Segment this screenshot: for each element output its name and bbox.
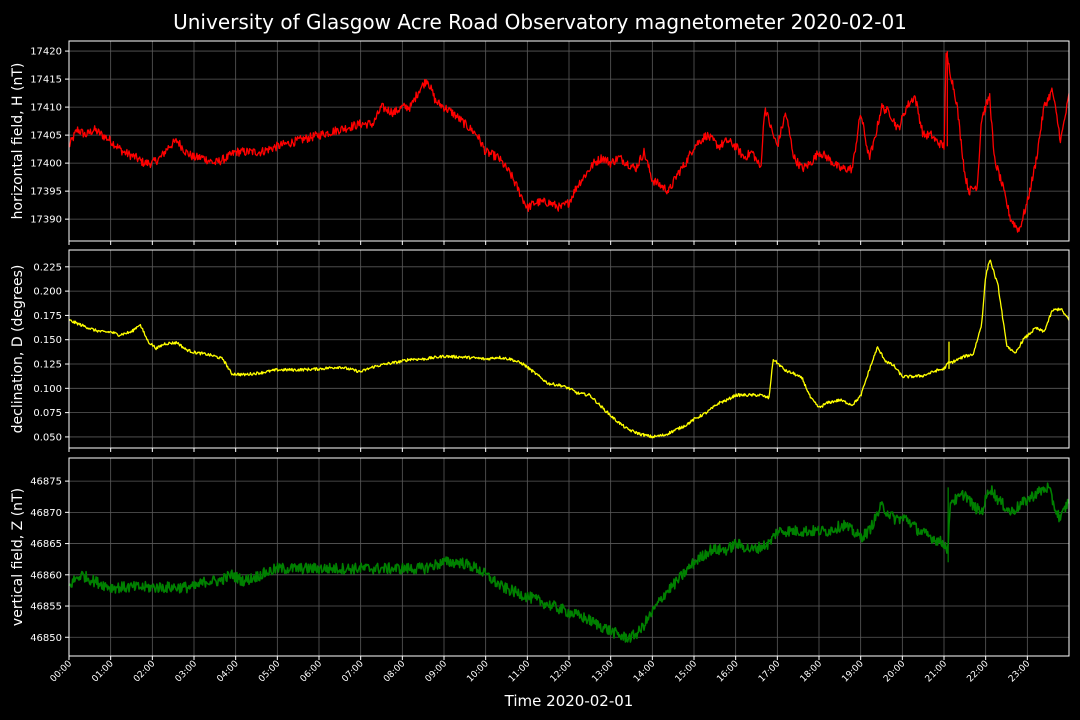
- y-tick-label: 46870: [30, 508, 62, 519]
- y-tick-label: 0.050: [33, 432, 62, 443]
- y-tick-label: 0.150: [33, 335, 62, 346]
- y-tick-label: 17415: [30, 75, 62, 86]
- x-tick-label: 11:00: [507, 659, 533, 685]
- plot-frame: [68, 249, 1070, 449]
- x-tick-label: 14:00: [632, 659, 658, 685]
- panel-1: 17390 17395 17400 17405 17410 17415 17420 horiz…: [10, 40, 1070, 245]
- x-tick-label: 02:00: [132, 659, 158, 685]
- y-axis-label: horizontal field, H (nT): [10, 63, 26, 220]
- x-tick-label: 08:00: [382, 659, 408, 685]
- y-tick-label: 0.200: [33, 287, 62, 298]
- x-tick-label: 10:00: [465, 659, 491, 685]
- y-tick-label: 46865: [30, 539, 62, 550]
- x-tick-label: 12:00: [549, 659, 575, 685]
- y-axis-label: declination, D (degrees): [10, 265, 26, 434]
- y-tick-label: 0.075: [33, 408, 62, 419]
- series-line: [68, 482, 1070, 643]
- x-tick-label: 07:00: [340, 659, 366, 685]
- x-tick-label: 16:00: [715, 659, 741, 685]
- y-tick-label: 0.100: [33, 384, 62, 395]
- x-tick-label: 01:00: [90, 659, 116, 685]
- y-tick-label: 0.175: [33, 311, 62, 322]
- x-tick-label: 03:00: [174, 659, 200, 685]
- x-tick-label: 06:00: [299, 659, 325, 685]
- y-axis-label: vertical field, Z (nT): [10, 488, 26, 626]
- x-tick-label: 15:00: [674, 659, 700, 685]
- x-tick-label: 19:00: [840, 659, 866, 685]
- x-tick-label: 18:00: [799, 659, 825, 685]
- y-tick-label: 17420: [30, 47, 62, 58]
- x-tick-label: 05:00: [257, 659, 283, 685]
- panel-3: 46850 46855 46860 46865 46870 46875 vertical f…: [10, 457, 1070, 685]
- x-tick-label: 21:00: [924, 659, 950, 685]
- series-line: [68, 259, 1070, 439]
- y-tick-label: 17410: [30, 103, 62, 114]
- x-tick-label: 20:00: [882, 659, 908, 685]
- panel-2: 0.050 0.075 0.100 0.125 0.150 0.175 0.200 0.225…: [10, 249, 1070, 452]
- y-tick-label: 17400: [30, 159, 62, 170]
- series-line: [68, 52, 1070, 233]
- plot-frame: [68, 457, 1070, 657]
- y-tick-label: 0.125: [33, 360, 62, 371]
- panels: 17390 17395 17400 17405 17410 17415 17420 horiz…: [10, 40, 1070, 685]
- plot-frame: [68, 40, 1070, 242]
- y-tick-label: 17395: [30, 187, 62, 198]
- chart-title: University of Glasgow Acre Road Observat…: [173, 10, 907, 34]
- x-tick-label: 00:00: [49, 659, 75, 685]
- x-axis-label: Time 2020-02-01: [504, 692, 634, 710]
- y-tick-label: 46850: [30, 633, 62, 644]
- x-tick-label: 23:00: [1007, 659, 1033, 685]
- x-tick-label: 17:00: [757, 659, 783, 685]
- y-tick-label: 46855: [30, 602, 62, 613]
- y-tick-label: 46860: [30, 570, 62, 581]
- y-tick-label: 46875: [30, 477, 62, 488]
- x-tick-label: 09:00: [424, 659, 450, 685]
- x-tick-label: 13:00: [590, 659, 616, 685]
- x-tick-label: 22:00: [965, 659, 991, 685]
- y-tick-label: 0.225: [33, 262, 62, 273]
- y-tick-label: 17405: [30, 131, 62, 142]
- y-tick-label: 17390: [30, 215, 62, 226]
- x-tick-label: 04:00: [215, 659, 241, 685]
